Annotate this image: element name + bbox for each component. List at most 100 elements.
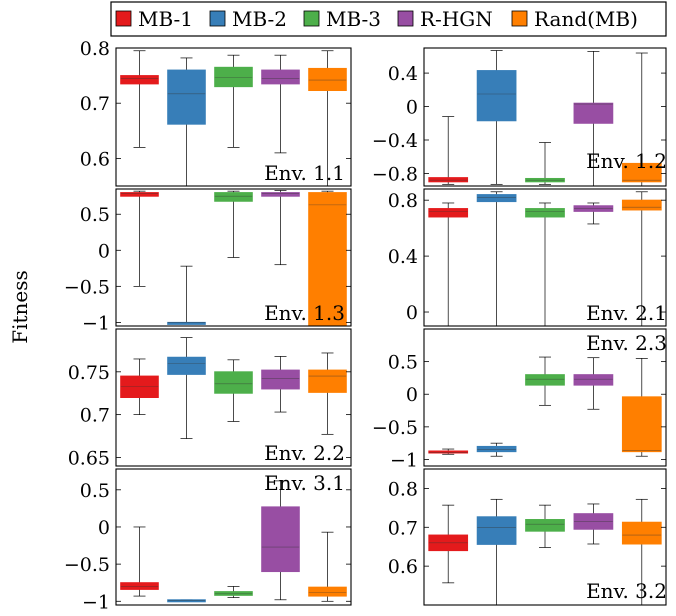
box-rand-mb- <box>621 358 662 457</box>
box-mb-2 <box>476 442 517 457</box>
y-tick-label: −0.5 <box>64 554 110 576</box>
y-tick-label: 0.7 <box>80 405 110 427</box>
plot-area <box>120 337 347 439</box>
box-body <box>621 162 662 183</box>
box-body <box>308 67 347 92</box>
y-tick-label: 0.8 <box>388 190 418 212</box>
y-tick-label: 0 <box>98 240 110 262</box>
env-label: Env. 2.3 <box>586 331 667 355</box>
plot-area <box>120 50 347 186</box>
box-r-hgn <box>573 357 614 410</box>
y-tick-label: 0 <box>406 384 418 406</box>
box-rand-mb- <box>308 190 347 326</box>
panel-7: −1 −0.5 0 0.5 Env. 3.1 <box>64 468 352 613</box>
box-body <box>261 506 300 573</box>
panel-4: 0 0.4 0.8 Env. 2.1 <box>388 188 667 327</box>
y-tick-label: −0.5 <box>372 417 418 439</box>
env-label: Env. 1.2 <box>586 149 667 173</box>
y-tick-label: 0.6 <box>80 148 110 170</box>
box-body <box>428 450 469 454</box>
legend-label-randmb: Rand(MB) <box>534 7 638 31</box>
box-body <box>621 521 662 545</box>
y-tick-label: 0 <box>406 97 418 119</box>
box-mb-1 <box>120 526 159 597</box>
box-rand-mb- <box>308 50 347 186</box>
legend-swatch-mb2 <box>209 10 226 27</box>
box-body <box>621 199 662 211</box>
box-mb-2 <box>167 265 206 325</box>
box-body <box>120 75 159 85</box>
box-mb-2 <box>476 498 517 605</box>
panel-frame <box>115 188 352 327</box>
box-r-hgn <box>573 503 614 545</box>
box-mb-2 <box>167 337 206 439</box>
box-body <box>167 356 206 375</box>
y-tick-label: 0.4 <box>388 63 418 85</box>
plot-area <box>120 190 347 326</box>
box-mb-1 <box>428 202 469 326</box>
panel-1: 0.6 0.7 0.8 Env. 1.1 <box>80 38 352 187</box>
box-mb-1 <box>120 50 159 148</box>
panel-frame <box>115 47 352 187</box>
box-body <box>525 519 565 532</box>
box-mb-3 <box>214 359 253 422</box>
box-rand-mb- <box>621 52 662 186</box>
box-mb-1 <box>428 448 469 455</box>
y-axis-label: Fitness <box>8 270 32 344</box>
box-body <box>120 375 159 398</box>
box-body <box>120 192 159 197</box>
box-mb-3 <box>525 142 565 185</box>
box-rand-mb- <box>621 498 662 605</box>
y-tick-label: 0.75 <box>68 362 110 384</box>
y-tick-label: 0.6 <box>388 556 418 578</box>
box-mb-2 <box>476 191 517 326</box>
y-tick-label: 0.5 <box>80 480 110 502</box>
box-body <box>525 208 565 218</box>
box-mb-3 <box>214 586 253 598</box>
box-body <box>308 369 347 393</box>
box-mb-2 <box>476 50 517 185</box>
panel-frame <box>423 468 667 606</box>
box-rand-mb- <box>308 352 347 435</box>
legend-label-mb3: MB-3 <box>326 7 381 31</box>
plot-area <box>428 356 662 457</box>
plot-area <box>428 498 662 605</box>
env-label: Env. 1.1 <box>264 161 345 185</box>
box-mb-3 <box>525 202 565 326</box>
legend-swatch-randmb <box>511 10 528 27</box>
box-body <box>428 177 469 183</box>
box-body <box>261 69 300 85</box>
legend-label-mb2: MB-2 <box>232 7 287 31</box>
y-tick-label: −1 <box>82 591 110 613</box>
box-body <box>525 374 565 386</box>
panel-frame <box>423 188 667 327</box>
box-mb-1 <box>428 504 469 584</box>
box-mb-1 <box>120 358 159 415</box>
box-body <box>214 371 253 394</box>
box-r-hgn <box>261 356 300 413</box>
box-body <box>167 69 206 125</box>
y-tick-label: −1 <box>82 312 110 334</box>
box-r-hgn <box>261 190 300 266</box>
panel-2: −0.8 −0.4 0 0.4 Env. 1.2 <box>372 47 667 187</box>
legend-swatch-rhgn <box>397 10 414 27</box>
box-body <box>573 102 614 124</box>
box-mb-1 <box>120 190 159 287</box>
legend-frame <box>110 1 667 37</box>
plot-area <box>428 50 662 186</box>
box-mb-3 <box>525 356 565 406</box>
env-label: Env. 1.3 <box>264 301 345 325</box>
box-body <box>214 192 253 202</box>
y-tick-label: 0.4 <box>388 246 418 268</box>
legend-label-rhgn: R-HGN <box>420 7 493 31</box>
box-rand-mb- <box>308 531 347 602</box>
panel-frame <box>115 328 352 467</box>
plot-area <box>120 480 347 603</box>
y-tick-label: 0.7 <box>80 93 110 115</box>
env-label: Env. 3.1 <box>264 471 345 495</box>
y-tick-label: −0.4 <box>372 130 418 152</box>
box-body <box>308 192 347 326</box>
box-body <box>261 369 300 390</box>
legend: MB-1 MB-2 MB-3 R-HGN Rand(MB) <box>110 1 667 37</box>
